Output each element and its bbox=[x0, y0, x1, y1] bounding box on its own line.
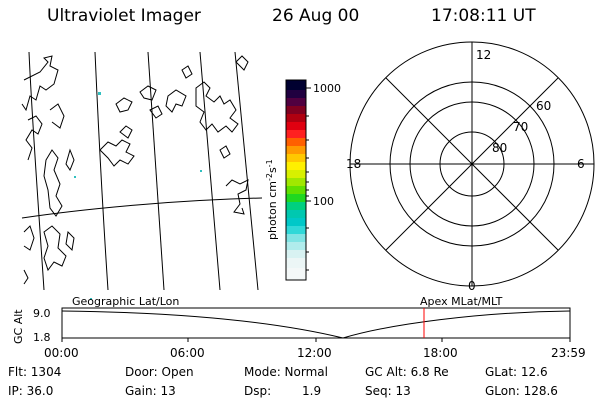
map-coastline bbox=[115, 97, 133, 113]
lat-label-60: 60 bbox=[536, 99, 551, 113]
map-coastline bbox=[139, 85, 157, 101]
timeline-left-label: Geographic Lat/Lon bbox=[72, 295, 179, 308]
x-tick-0600: 06:00 bbox=[170, 346, 205, 360]
x-tick-2359: 23:59 bbox=[551, 346, 586, 360]
map-coastline bbox=[25, 115, 43, 161]
map-coastline bbox=[195, 81, 239, 133]
instrument-title: Ultraviolet Imager bbox=[47, 6, 201, 26]
gain-value: Gain: 13 bbox=[125, 384, 176, 398]
mode-value: Mode: Normal bbox=[244, 365, 328, 379]
glat-value: GLat: 12.6 bbox=[485, 365, 548, 379]
gc-alt-value: GC Alt: 6.8 Re bbox=[365, 365, 449, 379]
color-scale-bar: 1000 100 photon cm-2s-1 bbox=[265, 79, 341, 281]
colorbar-tick-100: 100 bbox=[313, 195, 334, 208]
polar-mlt-plot bbox=[349, 41, 595, 287]
mlt-label-6: 6 bbox=[577, 157, 585, 171]
polar-labels: 12 18 6 0 60 70 80 bbox=[346, 48, 585, 293]
dsp-label: Dsp: bbox=[244, 384, 272, 398]
map-coastline bbox=[43, 149, 63, 217]
seq-value: Seq: 13 bbox=[365, 384, 411, 398]
map-coastline bbox=[149, 105, 163, 119]
map-coastline bbox=[23, 225, 35, 251]
map-coastline bbox=[235, 55, 249, 71]
map-coastline bbox=[119, 125, 133, 139]
door-status: Door: Open bbox=[125, 365, 194, 379]
timeline-panel: Geographic Lat/Lon Apex MLat/MLT GC Alt … bbox=[12, 295, 586, 360]
y-tick-9: 9.0 bbox=[33, 307, 51, 320]
y-tick-1.8: 1.8 bbox=[33, 331, 51, 344]
mlt-label-0: 0 bbox=[468, 279, 476, 293]
colorbar-unit-label: photon cm-2s-1 bbox=[265, 159, 279, 240]
x-tick-1800: 18:00 bbox=[423, 346, 458, 360]
altitude-curve bbox=[61, 310, 571, 339]
flight-number: Flt: 1304 bbox=[8, 365, 62, 379]
map-coastline bbox=[21, 55, 59, 112]
map-meridian bbox=[147, 51, 165, 291]
map-coastline bbox=[65, 230, 75, 252]
dsp-value: 1.9 bbox=[302, 384, 322, 398]
map-meridian bbox=[28, 51, 45, 291]
map-emission-pixels bbox=[74, 92, 202, 300]
map-coastline bbox=[181, 65, 193, 79]
time-label: 17:08:11 UT bbox=[431, 6, 536, 26]
mlt-label-18: 18 bbox=[346, 157, 361, 171]
glon-value: GLon: 128.6 bbox=[485, 384, 558, 398]
map-coastline bbox=[65, 148, 75, 172]
x-tick-1200: 12:00 bbox=[297, 346, 332, 360]
colorbar-tick-1000: 1000 bbox=[313, 82, 341, 95]
map-meridian bbox=[199, 51, 221, 291]
map-coastline bbox=[49, 103, 65, 129]
date-label: 26 Aug 00 bbox=[272, 6, 360, 26]
map-coastline bbox=[219, 145, 231, 159]
ip-value: IP: 36.0 bbox=[8, 384, 54, 398]
timeline-frame bbox=[61, 307, 571, 339]
map-coastline bbox=[225, 179, 249, 215]
map-coastline bbox=[165, 89, 187, 113]
map-meridian bbox=[234, 51, 259, 291]
map-meridian bbox=[94, 51, 109, 291]
x-tick-0000: 00:00 bbox=[44, 346, 79, 360]
map-coastline bbox=[99, 139, 135, 167]
geographic-map bbox=[21, 51, 263, 291]
gc-alt-axis-label: GC Alt bbox=[12, 309, 25, 344]
mlt-label-12: 12 bbox=[476, 48, 491, 62]
map-coastline bbox=[23, 269, 29, 285]
map-parallel bbox=[21, 197, 263, 219]
lat-label-70: 70 bbox=[513, 120, 528, 134]
polar-axis-diag bbox=[385, 77, 559, 251]
map-coastline bbox=[43, 225, 67, 272]
timeline-right-label: Apex MLat/MLT bbox=[420, 295, 503, 308]
lat-label-80: 80 bbox=[492, 141, 507, 155]
